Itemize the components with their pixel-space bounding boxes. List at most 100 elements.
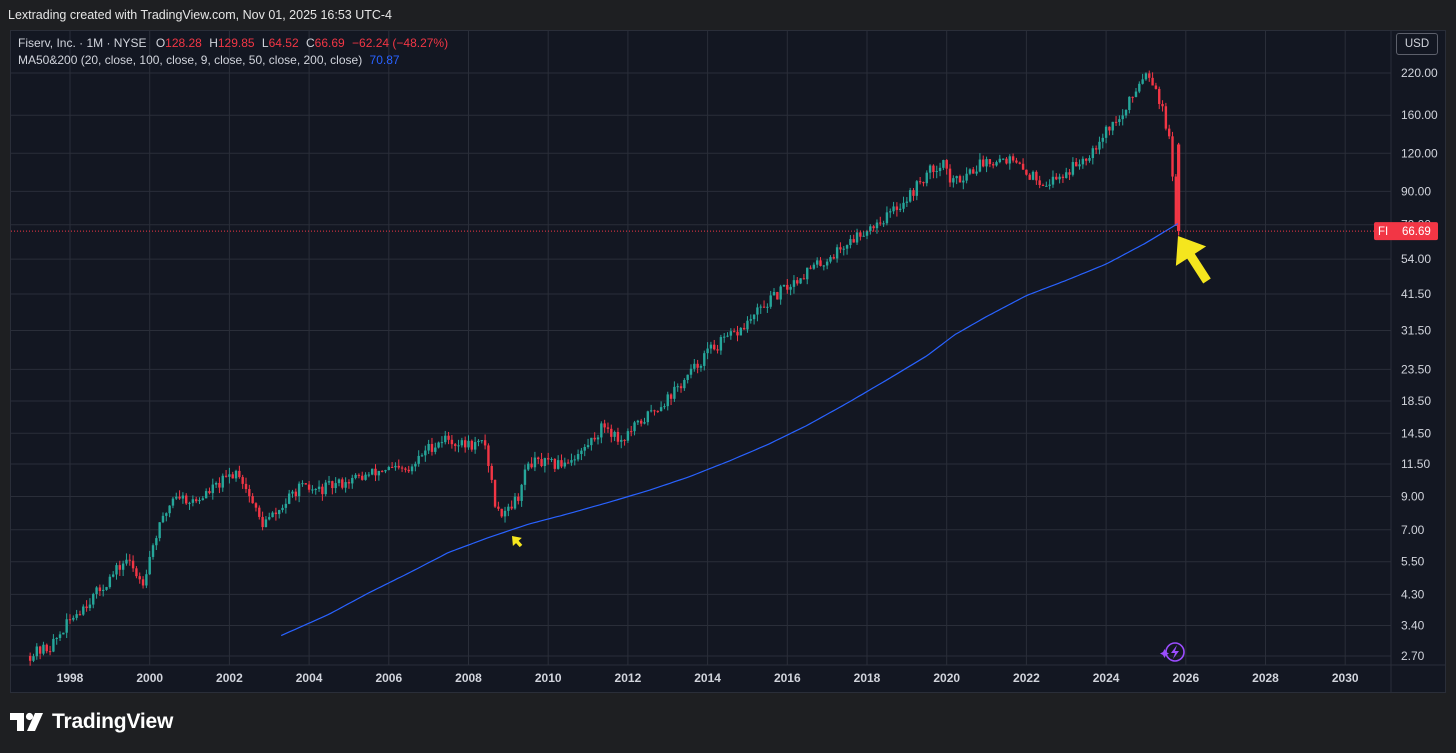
candle-body — [543, 458, 547, 467]
chart-grid — [11, 31, 1445, 692]
candle-body — [361, 475, 364, 480]
y-tick-label: 2.70 — [1401, 649, 1425, 663]
candle-body — [915, 181, 919, 196]
annotation-arrow-2009 — [512, 536, 523, 548]
candle-body — [669, 394, 673, 399]
candle-body — [819, 260, 822, 266]
candle-body — [138, 576, 141, 580]
symbol-legend[interactable]: Fiserv, Inc. · 1M · NYSE O128.28 H129.85… — [18, 36, 448, 50]
candle-body — [975, 171, 978, 174]
candle-body — [862, 235, 865, 237]
candle-body — [92, 594, 95, 605]
candle-body — [995, 162, 998, 166]
y-tick-label: 160.00 — [1401, 108, 1438, 122]
candle-body — [865, 231, 869, 236]
candle-body — [875, 222, 879, 229]
candle-body — [673, 386, 676, 399]
price-tag-ticker: FI — [1378, 226, 1388, 238]
candle-body — [746, 320, 749, 330]
candle-body — [221, 475, 224, 488]
candle-body — [204, 491, 208, 499]
candle-body — [108, 576, 112, 588]
candle-body — [430, 443, 434, 452]
x-tick-label: 2012 — [615, 671, 642, 685]
candle-body — [988, 159, 992, 165]
candle-body — [1111, 121, 1114, 131]
candle-body — [224, 475, 228, 477]
candle-body — [264, 519, 268, 528]
candle-body — [603, 423, 606, 428]
candle-body — [696, 363, 699, 368]
candle-body — [593, 437, 596, 440]
candle-body — [251, 496, 254, 504]
candle-body — [699, 365, 703, 368]
candle-body — [503, 510, 507, 517]
candle-body — [128, 559, 131, 561]
candle-body — [560, 460, 563, 467]
candle-body — [52, 638, 55, 652]
candle-body — [991, 164, 995, 166]
x-tick-label: 2020 — [933, 671, 960, 685]
low-label: L — [261, 36, 269, 50]
candle-body — [955, 176, 958, 179]
candle-body — [72, 617, 75, 620]
currency-button[interactable]: USD — [1396, 33, 1438, 55]
candle-body — [397, 465, 400, 468]
candle-body — [580, 450, 583, 454]
candle-body — [586, 445, 590, 448]
candle-body — [1041, 185, 1045, 187]
credit-text: Lextrading created with TradingView.com,… — [8, 8, 393, 22]
candle-body — [742, 327, 746, 330]
candle-body — [1121, 115, 1124, 120]
x-tick-label: 2016 — [774, 671, 801, 685]
candle-body — [294, 491, 298, 497]
candle-body — [686, 374, 689, 380]
candle-body — [879, 222, 882, 224]
candle-body — [370, 468, 374, 475]
chart-panel[interactable] — [10, 30, 1446, 693]
candle-body — [1008, 156, 1011, 164]
candle-body — [1058, 176, 1061, 180]
candle-body — [649, 410, 653, 412]
candle-body — [1065, 172, 1068, 178]
candle-body — [646, 411, 650, 423]
candle-body — [776, 292, 779, 300]
candle-body — [287, 493, 291, 504]
candle-body — [852, 239, 855, 243]
candle-body — [75, 614, 78, 618]
candle-body — [380, 470, 384, 472]
candle-body — [766, 306, 769, 308]
candle-body — [1018, 162, 1021, 164]
candle-body — [241, 477, 244, 484]
candle-body — [470, 440, 474, 450]
candle-body — [321, 486, 324, 495]
candle-body — [463, 440, 467, 448]
price-tag-bg — [1374, 222, 1438, 241]
candle-body — [972, 169, 975, 174]
candle-body — [45, 644, 48, 652]
candle-body — [663, 406, 666, 408]
candle-body — [556, 460, 560, 469]
candle-body — [102, 589, 105, 591]
candle-body — [377, 470, 381, 476]
candle-body — [301, 483, 304, 485]
indicator-legend[interactable]: MA50&200 (20, close, 100, close, 9, clos… — [18, 53, 400, 67]
candle-body — [148, 556, 151, 575]
candle-body — [1148, 73, 1151, 78]
candle-body — [254, 503, 258, 508]
candle-body — [908, 190, 912, 202]
candle-body — [341, 479, 344, 488]
candle-body — [713, 344, 716, 350]
candle-body — [151, 545, 155, 557]
x-tick-label: 2030 — [1332, 671, 1359, 685]
candle-body — [749, 319, 752, 321]
candle-body — [145, 574, 148, 586]
candle-body — [706, 348, 709, 354]
candle-body — [759, 306, 762, 308]
candle-body — [460, 440, 464, 446]
candle-body — [523, 469, 527, 485]
candle-body — [507, 506, 510, 511]
candle-body — [497, 506, 500, 509]
candle-body — [815, 260, 819, 265]
